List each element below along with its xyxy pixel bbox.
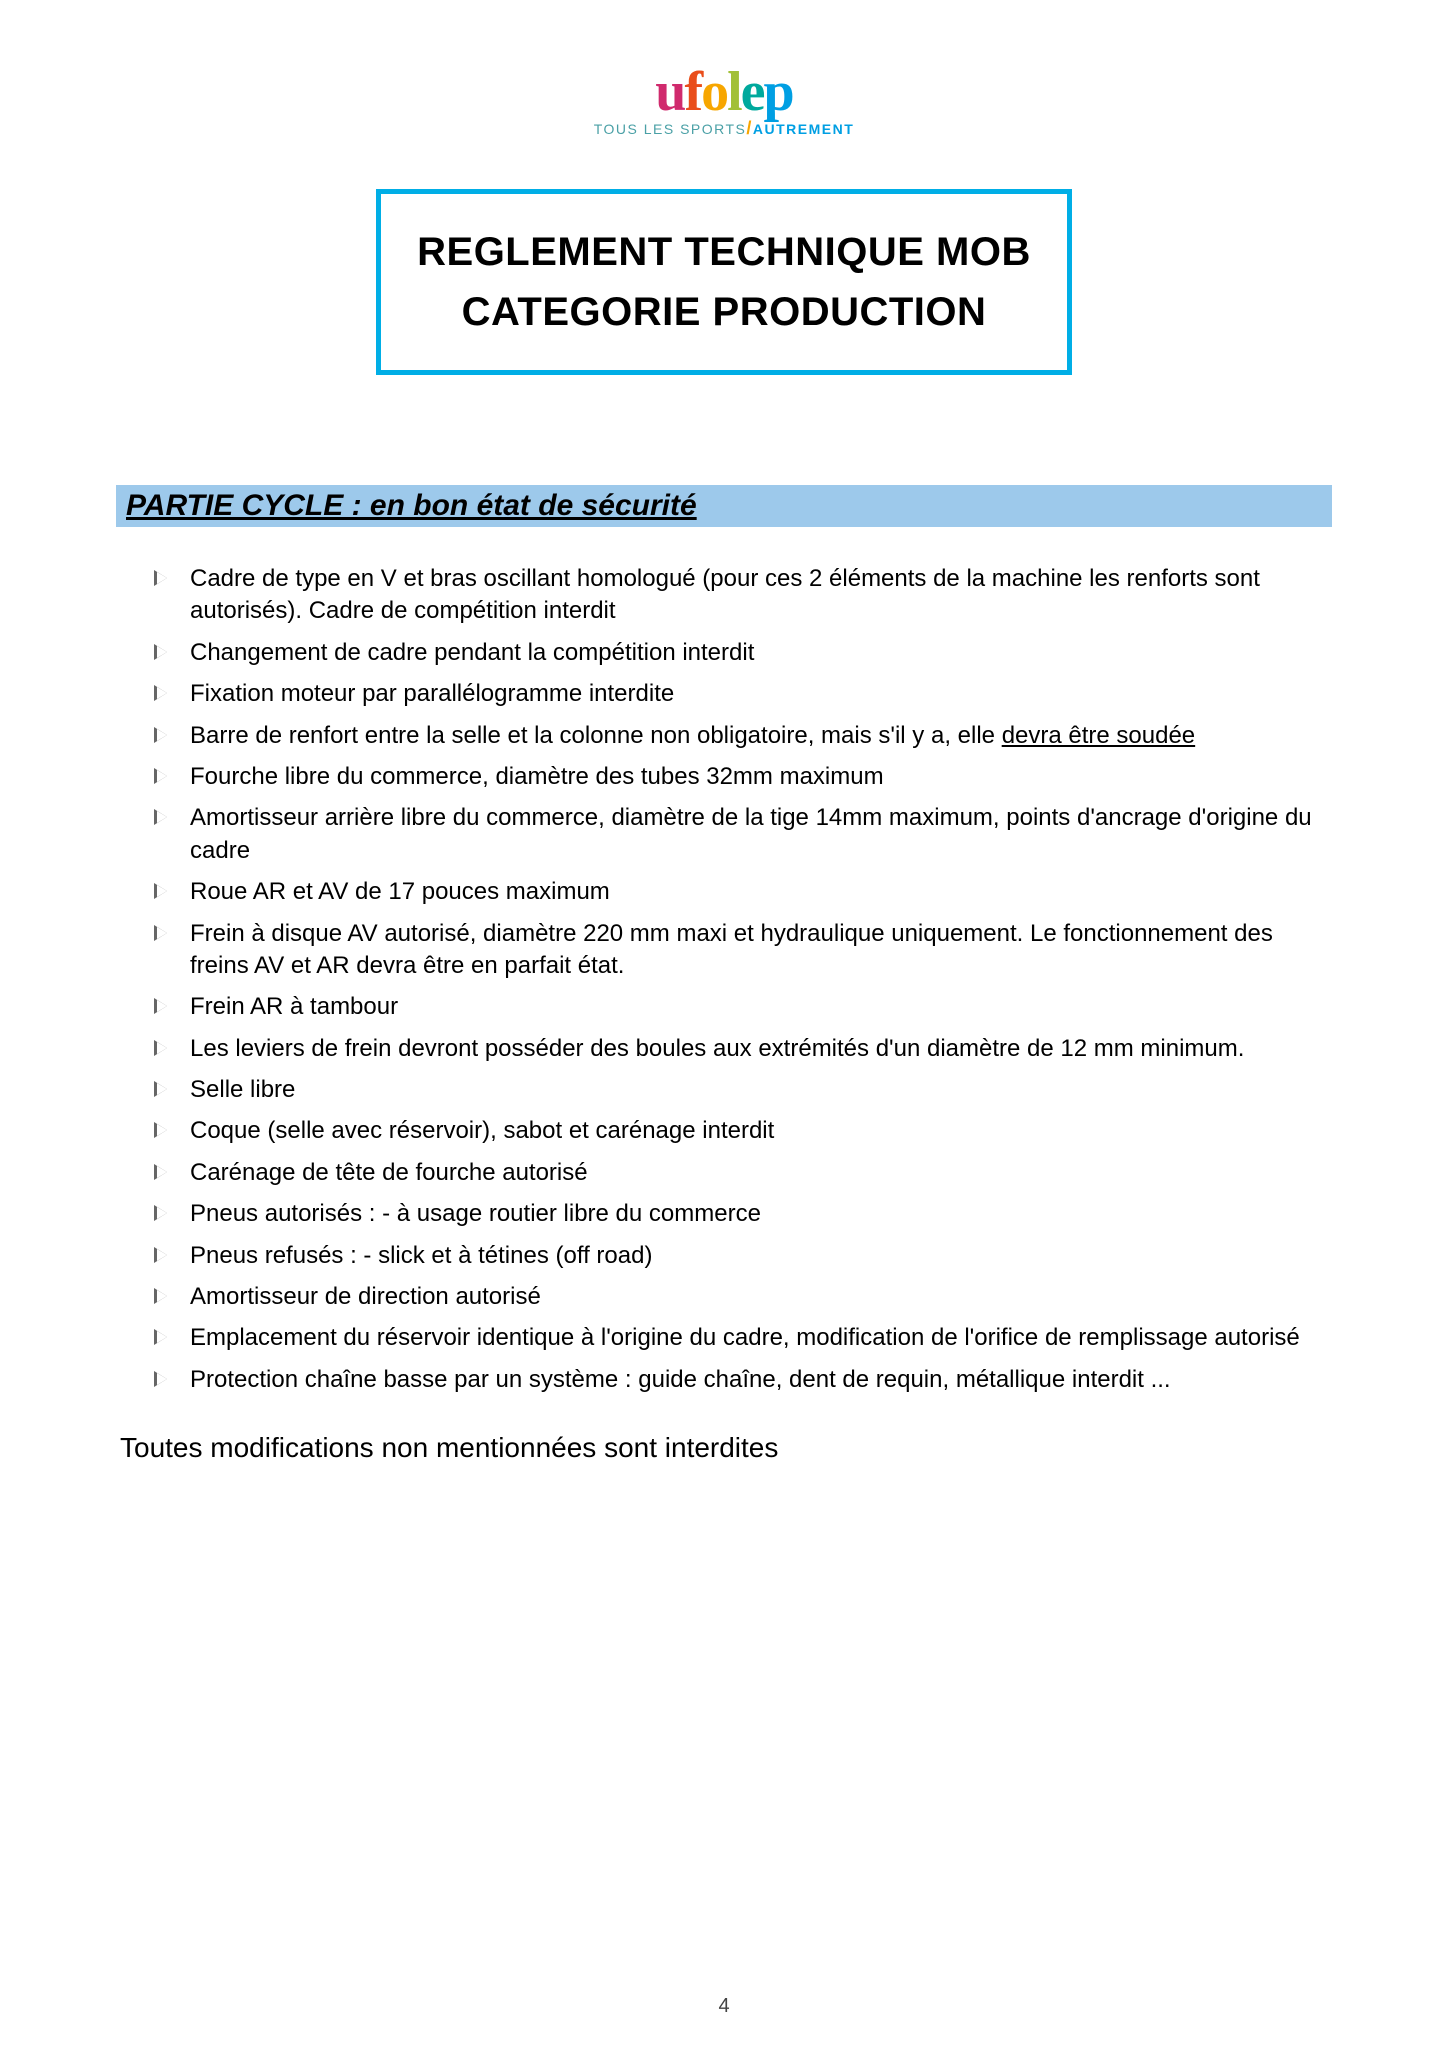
logo-wordmark: ufolep [120, 60, 1328, 124]
list-item: Carénage de tête de fourche autorisé [154, 1157, 1328, 1189]
section-heading: PARTIE CYCLE : en bon état de sécurité [116, 485, 1332, 527]
list-item-text: Selle libre [190, 1076, 295, 1103]
list-item-text: Frein à disque AV autorisé, diamètre 220… [190, 920, 1273, 979]
list-item-text: Barre de renfort entre la selle et la co… [190, 722, 1002, 749]
list-item: Fixation moteur par parallélogramme inte… [154, 678, 1328, 710]
list-item-text: Coque (selle avec réservoir), sabot et c… [190, 1117, 774, 1144]
list-item: Les leviers de frein devront posséder de… [154, 1033, 1328, 1065]
logo-letter-u: u [655, 61, 684, 123]
list-item: Cadre de type en V et bras oscillant hom… [154, 563, 1328, 628]
list-item-text: Fixation moteur par parallélogramme inte… [190, 680, 674, 707]
list-item: Roue AR et AV de 17 pouces maximum [154, 876, 1328, 908]
list-item-text: Carénage de tête de fourche autorisé [190, 1159, 588, 1186]
logo-letter-p: p [764, 61, 793, 123]
list-item-text: Cadre de type en V et bras oscillant hom… [190, 565, 1260, 624]
list-item: Pneus refusés : - slick et à tétines (of… [154, 1240, 1328, 1272]
list-item-text: Amortisseur de direction autorisé [190, 1283, 541, 1310]
tagline-pre: TOUS LES SPORTS [594, 121, 747, 137]
list-item-text: Pneus autorisés : - à usage routier libr… [190, 1200, 761, 1227]
bullet-list: Cadre de type en V et bras oscillant hom… [120, 563, 1328, 1396]
list-item-text: Protection chaîne basse par un système :… [190, 1366, 1171, 1393]
list-item-text: Pneus refusés : - slick et à tétines (of… [190, 1242, 652, 1269]
list-item: Amortisseur de direction autorisé [154, 1281, 1328, 1313]
logo-letter-e: e [741, 61, 764, 123]
list-item: Selle libre [154, 1074, 1328, 1106]
list-item: Amortisseur arrière libre du commerce, d… [154, 802, 1328, 867]
logo-tagline: TOUS LES SPORTS/AUTREMENT [120, 118, 1328, 139]
logo-letter-o: o [701, 61, 727, 123]
list-item: Protection chaîne basse par un système :… [154, 1364, 1328, 1396]
list-item-text: Roue AR et AV de 17 pouces maximum [190, 878, 610, 905]
list-item: Fourche libre du commerce, diamètre des … [154, 761, 1328, 793]
list-item-text: Frein AR à tambour [190, 993, 398, 1020]
list-item: Coque (selle avec réservoir), sabot et c… [154, 1115, 1328, 1147]
list-item: Barre de renfort entre la selle et la co… [154, 720, 1328, 752]
list-item: Emplacement du réservoir identique à l'o… [154, 1322, 1328, 1354]
page-number: 4 [0, 1995, 1448, 2018]
list-item: Frein à disque AV autorisé, diamètre 220… [154, 918, 1328, 983]
logo-letter-l: l [727, 61, 741, 123]
tagline-post: AUTREMENT [753, 121, 854, 137]
logo-letter-f: f [684, 61, 701, 123]
section-heading-text: PARTIE CYCLE : en bon état de sécurité [122, 489, 697, 522]
title-line-1: REGLEMENT TECHNIQUE MOB [417, 222, 1031, 282]
title-line-2: CATEGORIE PRODUCTION [417, 282, 1031, 342]
list-item-text: Amortisseur arrière libre du commerce, d… [190, 804, 1312, 863]
list-item-underlined: devra être soudée [1002, 722, 1195, 749]
document-title-box: REGLEMENT TECHNIQUE MOB CATEGORIE PRODUC… [376, 189, 1072, 375]
list-item-text: Changement de cadre pendant la compétiti… [190, 639, 754, 666]
list-item-text: Les leviers de frein devront posséder de… [190, 1035, 1244, 1062]
logo: ufolep TOUS LES SPORTS/AUTREMENT [120, 60, 1328, 139]
list-item-text: Fourche libre du commerce, diamètre des … [190, 763, 884, 790]
closing-statement: Toutes modifications non mentionnées son… [120, 1432, 1328, 1464]
list-item: Changement de cadre pendant la compétiti… [154, 637, 1328, 669]
list-item: Frein AR à tambour [154, 991, 1328, 1023]
list-item-text: Emplacement du réservoir identique à l'o… [190, 1324, 1300, 1351]
list-item: Pneus autorisés : - à usage routier libr… [154, 1198, 1328, 1230]
